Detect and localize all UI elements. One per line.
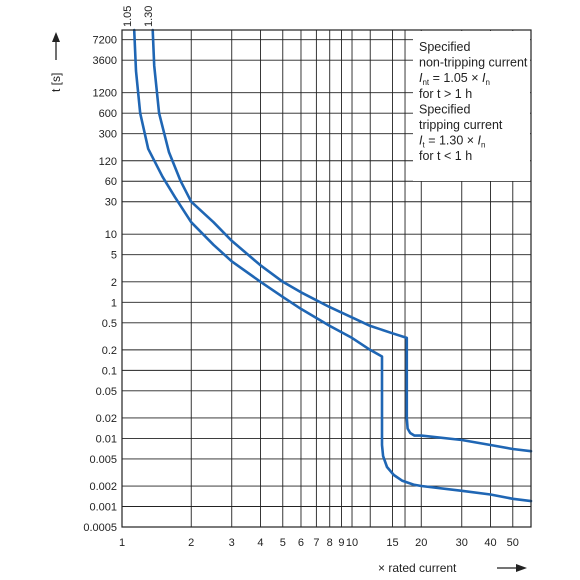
y-tick-label: 5 bbox=[111, 250, 117, 262]
y-tick-label: 60 bbox=[105, 176, 117, 188]
y-tick-label: 2 bbox=[111, 277, 117, 289]
x-tick-label: 40 bbox=[484, 537, 496, 549]
x-tick-label: 1 bbox=[119, 537, 125, 549]
y-tick-label: 0.002 bbox=[89, 481, 117, 493]
x-axis-label: × rated current bbox=[378, 561, 457, 575]
y-axis-label: t [s] bbox=[49, 73, 63, 92]
y-tick-label: 600 bbox=[99, 108, 117, 120]
annotation-line: tripping current bbox=[419, 118, 503, 132]
x-tick-label: 30 bbox=[456, 537, 468, 549]
x-tick-label: 50 bbox=[507, 537, 519, 549]
annotation-line: It = 1.30 × In bbox=[419, 134, 485, 150]
y-tick-label: 120 bbox=[99, 156, 117, 168]
annotation-line: Specified bbox=[419, 40, 470, 54]
annotation-line: for t > 1 h bbox=[419, 87, 472, 101]
y-axis-arrow-head bbox=[52, 32, 60, 42]
x-tick-label: 20 bbox=[415, 537, 427, 549]
annotation-line: non-tripping current bbox=[419, 56, 528, 70]
y-tick-label: 0.0005 bbox=[83, 522, 117, 534]
y-tick-label: 0.005 bbox=[89, 454, 117, 466]
x-tick-label: 7 bbox=[313, 537, 319, 549]
x-tick-label: 8 bbox=[327, 537, 333, 549]
y-tick-label: 0.05 bbox=[96, 386, 117, 398]
y-tick-label: 0.1 bbox=[102, 365, 117, 377]
curve-non-tripping bbox=[151, 28, 533, 453]
y-tick-label: 7200 bbox=[93, 35, 117, 47]
y-tick-label: 0.001 bbox=[89, 502, 117, 514]
top-curve-label: 1.05 bbox=[122, 6, 134, 27]
y-tick-label: 10 bbox=[105, 229, 117, 241]
curves bbox=[132, 28, 533, 503]
x-tick-label: 6 bbox=[298, 537, 304, 549]
y-tick-label: 0.02 bbox=[96, 413, 117, 425]
x-tick-label: 5 bbox=[280, 537, 286, 549]
x-tick-label: 15 bbox=[386, 537, 398, 549]
top-curve-labels: 1.05 1.30 bbox=[122, 6, 155, 27]
annotation-background bbox=[413, 31, 530, 181]
x-tick-labels: 1 2 3 4 5 6 7 8 9 10 15 20 30 40 50 bbox=[119, 537, 519, 549]
top-curve-label: 1.30 bbox=[143, 6, 155, 27]
x-tick-label: 9 bbox=[338, 537, 344, 549]
y-tick-label: 0.2 bbox=[102, 345, 117, 357]
y-tick-label: 3600 bbox=[93, 55, 117, 67]
curve-tripping bbox=[132, 28, 533, 503]
y-tick-label: 1200 bbox=[93, 88, 117, 100]
x-tick-label: 10 bbox=[346, 537, 358, 549]
y-tick-label: 1 bbox=[111, 297, 117, 309]
annotation-line: Int = 1.05 × In bbox=[419, 71, 490, 87]
x-tick-label: 2 bbox=[188, 537, 194, 549]
y-tick-label: 0.5 bbox=[102, 318, 117, 330]
y-tick-labels: 0.0005 0.001 0.002 0.005 0.01 0.02 0.05 0.1 0.2 0… bbox=[83, 35, 117, 534]
y-tick-label: 300 bbox=[99, 129, 117, 141]
plot-frame bbox=[121, 29, 532, 528]
y-axis-title: t [s] bbox=[49, 32, 63, 92]
x-axis-title: × rated current bbox=[378, 561, 527, 575]
y-tick-label: 0.01 bbox=[96, 433, 117, 445]
x-tick-label: 4 bbox=[257, 537, 263, 549]
annotation-line: for t < 1 h bbox=[419, 149, 472, 163]
annotation-line: Specified bbox=[419, 102, 470, 116]
x-axis-arrow-head bbox=[516, 564, 527, 572]
y-tick-label: 30 bbox=[105, 197, 117, 209]
x-tick-label: 3 bbox=[229, 537, 235, 549]
